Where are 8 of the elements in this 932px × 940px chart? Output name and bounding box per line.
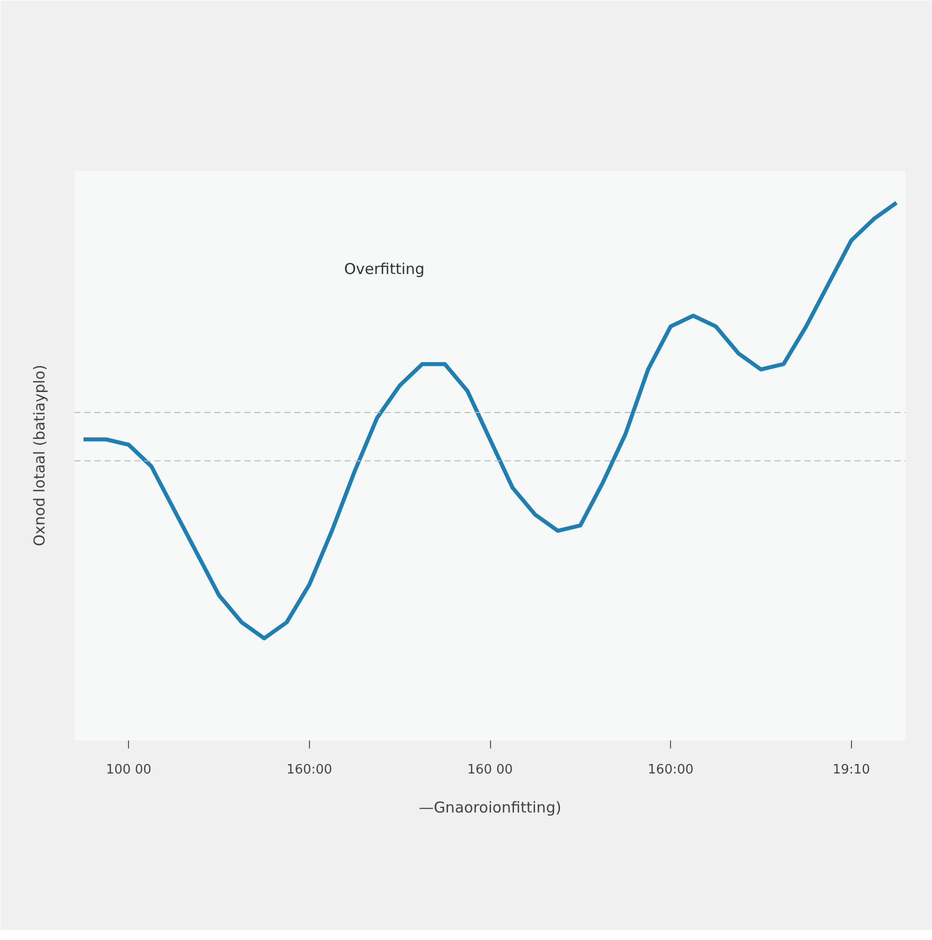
x-tick-label: 160:00 [648, 762, 694, 778]
y-axis-title: Oxnod lotaal (batiayplo) [30, 364, 48, 546]
x-axis-title: —Gnaoroionfitting) [418, 798, 562, 816]
annotation: Overfitting [344, 260, 425, 278]
x-tick-label: 100 00 [106, 762, 152, 778]
x-tick-label: 160:00 [286, 762, 332, 778]
x-tick-label: 19:10 [832, 762, 870, 778]
x-tick-label: 160 00 [467, 762, 513, 778]
